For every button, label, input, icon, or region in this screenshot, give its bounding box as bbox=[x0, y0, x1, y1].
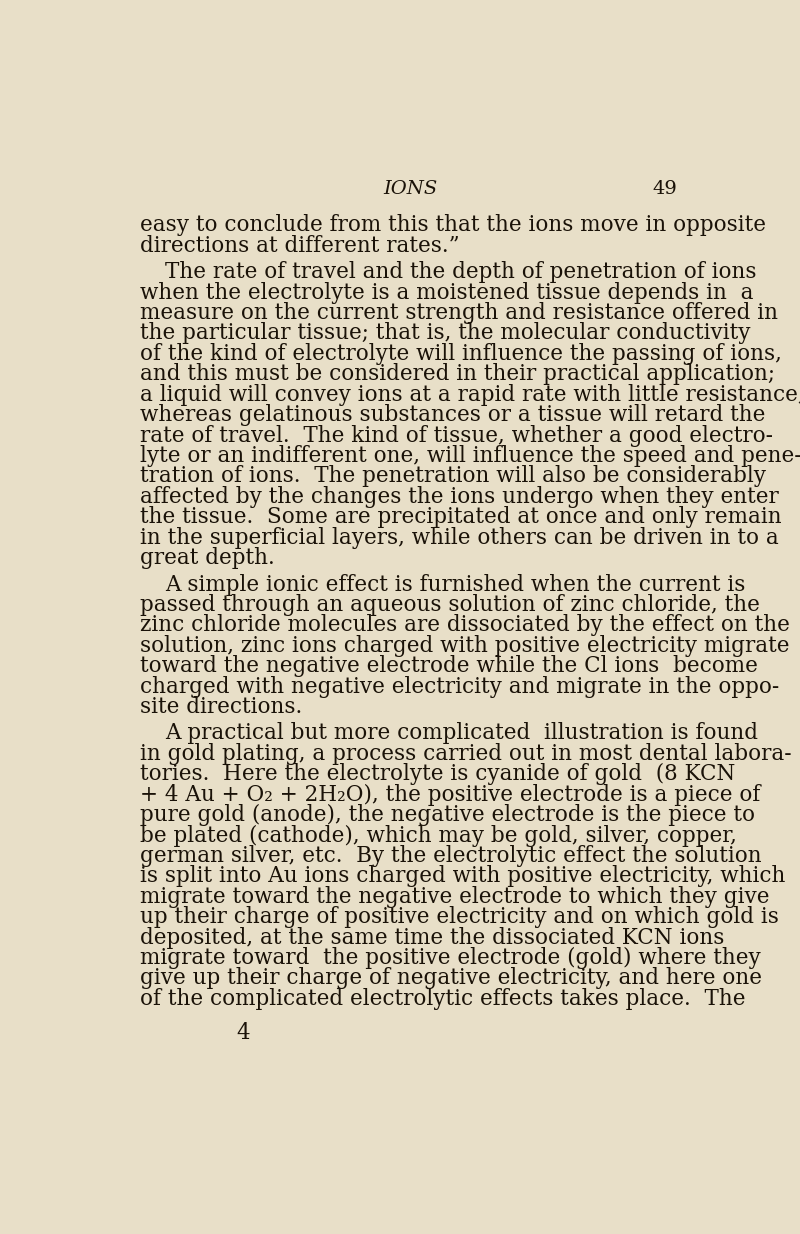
Text: tration of ions.  The penetration will also be considerably: tration of ions. The penetration will al… bbox=[140, 465, 766, 487]
Text: solution, zinc ions charged with positive electricity migrate: solution, zinc ions charged with positiv… bbox=[140, 634, 790, 656]
Text: german silver, etc.  By the electrolytic effect the solution: german silver, etc. By the electrolytic … bbox=[140, 845, 762, 868]
Text: rate of travel.  The kind of tissue, whether a good electro-: rate of travel. The kind of tissue, whet… bbox=[140, 424, 774, 447]
Text: of the kind of electrolyte will influence the passing of ions,: of the kind of electrolyte will influenc… bbox=[140, 343, 782, 365]
Text: 4: 4 bbox=[237, 1022, 250, 1044]
Text: in gold plating, a process carried out in most dental labora-: in gold plating, a process carried out i… bbox=[140, 743, 792, 765]
Text: site directions.: site directions. bbox=[140, 696, 302, 718]
Text: IONS: IONS bbox=[383, 180, 437, 199]
Text: whereas gelatinous substances or a tissue will retard the: whereas gelatinous substances or a tissu… bbox=[140, 404, 766, 426]
Text: lyte or an indifferent one, will influence the speed and pene-: lyte or an indifferent one, will influen… bbox=[140, 445, 800, 466]
Text: A simple ionic effect is furnished when the current is: A simple ionic effect is furnished when … bbox=[165, 574, 746, 596]
Text: the particular tissue; that is, the molecular conductivity: the particular tissue; that is, the mole… bbox=[140, 322, 750, 344]
Text: the tissue.  Some are precipitated at once and only remain: the tissue. Some are precipitated at onc… bbox=[140, 506, 782, 528]
Text: charged with negative electricity and migrate in the oppo-: charged with negative electricity and mi… bbox=[140, 675, 779, 697]
Text: and this must be considered in their practical application;: and this must be considered in their pra… bbox=[140, 363, 775, 385]
Text: toward the negative electrode while the Cl ions  become: toward the negative electrode while the … bbox=[140, 655, 758, 677]
Text: measure on the current strength and resistance offered in: measure on the current strength and resi… bbox=[140, 302, 778, 325]
Text: directions at different rates.”: directions at different rates.” bbox=[140, 234, 460, 257]
Text: migrate toward  the positive electrode (gold) where they: migrate toward the positive electrode (g… bbox=[140, 946, 761, 969]
Text: pure gold (anode), the negative electrode is the piece to: pure gold (anode), the negative electrod… bbox=[140, 805, 755, 827]
Text: in the superficial layers, while others can be driven in to a: in the superficial layers, while others … bbox=[140, 527, 779, 549]
Text: be plated (cathode), which may be gold, silver, copper,: be plated (cathode), which may be gold, … bbox=[140, 824, 737, 847]
Text: great depth.: great depth. bbox=[140, 547, 275, 569]
Text: a liquid will convey ions at a rapid rate with little resistance,: a liquid will convey ions at a rapid rat… bbox=[140, 384, 800, 406]
Text: when the electrolyte is a moistened tissue depends in  a: when the electrolyte is a moistened tiss… bbox=[140, 281, 754, 304]
Text: zinc chloride molecules are dissociated by the effect on the: zinc chloride molecules are dissociated … bbox=[140, 615, 790, 637]
Text: A practical but more complicated  illustration is found: A practical but more complicated illustr… bbox=[165, 722, 758, 744]
Text: + 4 Au + O₂ + 2H₂O), the positive electrode is a piece of: + 4 Au + O₂ + 2H₂O), the positive electr… bbox=[140, 784, 761, 806]
Text: 49: 49 bbox=[653, 180, 678, 199]
Text: affected by the changes the ions undergo when they enter: affected by the changes the ions undergo… bbox=[140, 486, 779, 507]
Text: is split into Au ions charged with positive electricity, which: is split into Au ions charged with posit… bbox=[140, 865, 786, 887]
Text: of the complicated electrolytic effects takes place.  The: of the complicated electrolytic effects … bbox=[140, 987, 746, 1009]
Text: The rate of travel and the depth of penetration of ions: The rate of travel and the depth of pene… bbox=[165, 262, 757, 284]
Text: tories.  Here the electrolyte is cyanide of gold  (8 KCN: tories. Here the electrolyte is cyanide … bbox=[140, 764, 736, 785]
Text: easy to conclude from this that the ions move in opposite: easy to conclude from this that the ions… bbox=[140, 215, 766, 236]
Text: deposited, at the same time the dissociated KCN ions: deposited, at the same time the dissocia… bbox=[140, 927, 725, 949]
Text: give up their charge of negative electricity, and here one: give up their charge of negative electri… bbox=[140, 967, 762, 990]
Text: migrate toward the negative electrode to which they give: migrate toward the negative electrode to… bbox=[140, 886, 770, 908]
Text: passed through an aqueous solution of zinc chloride, the: passed through an aqueous solution of zi… bbox=[140, 594, 760, 616]
Text: up their charge of positive electricity and on which gold is: up their charge of positive electricity … bbox=[140, 906, 779, 928]
